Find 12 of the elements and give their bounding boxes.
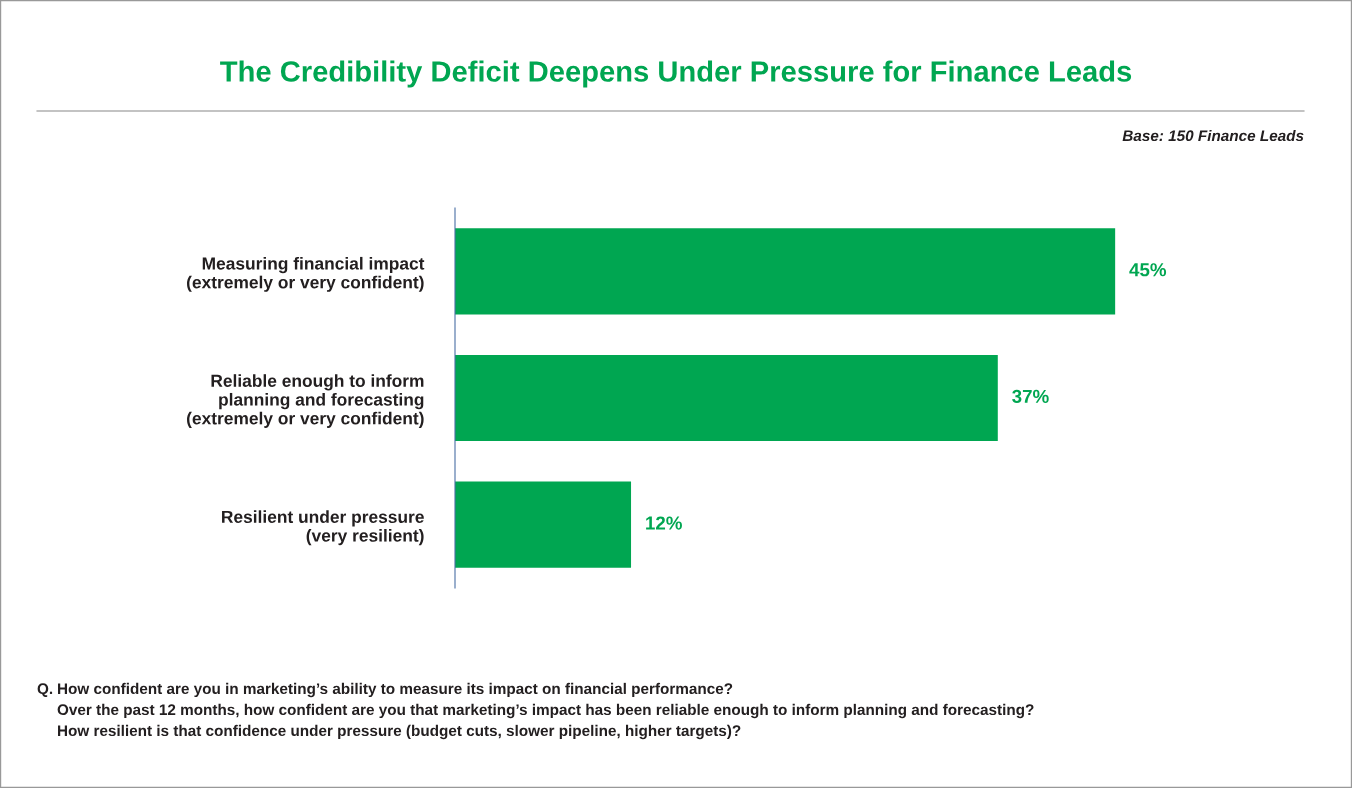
text: Over the past 12 months, how confident are you that marketing’s impact has been reliable enough to inform planning and forecasting? (57, 703, 1034, 719)
y-tick-label: Resilient under pressure (very resilient) (222, 510, 424, 546)
text: Q. (37, 683, 53, 697)
y-tick-label: Reliable enough to inform planning and forecasting (extremely or very confident) (187, 374, 424, 428)
chart-title: The Credibility Deficit Deepens Under Pressure for Finance Leads (220, 60, 1132, 88)
y-tick-label: Measuring financial impact (extremely or very confident) (187, 256, 425, 292)
text: How confident are you in marketing’s ability to measure its impact on financial performance? (58, 682, 733, 698)
data-label: 45% (1129, 263, 1167, 277)
text: Base: 150 Finance Leads (1122, 129, 1304, 142)
text: How resilient is that confidence under pressure (budget cuts, slower pipeline, higher targets)? (58, 724, 741, 740)
data-label: 37% (1012, 389, 1049, 404)
data-label: 12% (646, 516, 682, 530)
